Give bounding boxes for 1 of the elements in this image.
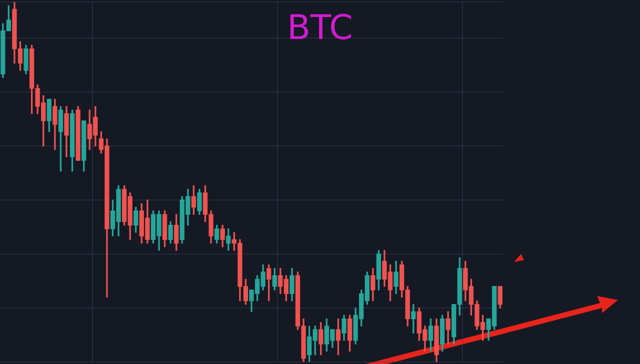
chart-title: BTC — [286, 8, 354, 48]
